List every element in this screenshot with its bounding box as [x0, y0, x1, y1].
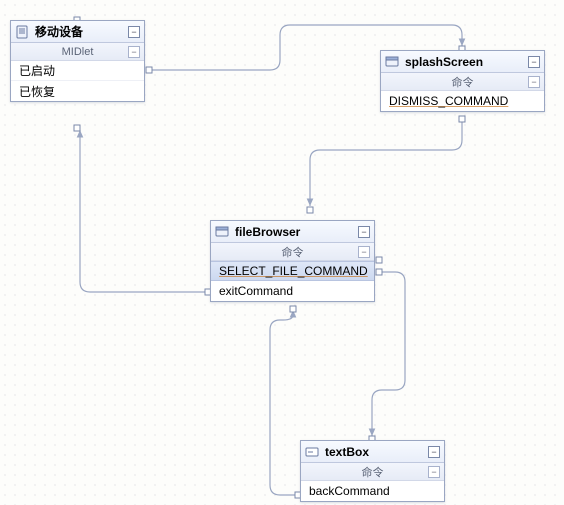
node-title: textBox: [325, 445, 428, 459]
row-label: DISMISS_COMMAND: [389, 94, 508, 108]
collapse-toggle[interactable]: −: [428, 446, 440, 458]
edge-textbox-to-filebrowser: [270, 310, 295, 495]
collapse-toggle[interactable]: −: [428, 466, 440, 478]
node-row[interactable]: exitCommand: [211, 281, 374, 301]
node-title: 移动设备: [35, 23, 128, 40]
collapse-toggle[interactable]: −: [528, 76, 540, 88]
node-header[interactable]: textBox −: [301, 441, 444, 463]
node-splashscreen[interactable]: splashScreen − 命令 − DISMISS_COMMAND: [380, 50, 545, 112]
collapse-toggle[interactable]: −: [358, 226, 370, 238]
node-header[interactable]: splashScreen −: [381, 51, 544, 73]
node-device[interactable]: 移动设备 − MIDlet − 已启动 已恢复: [10, 20, 145, 102]
node-row[interactable]: DISMISS_COMMAND: [381, 91, 544, 111]
node-textbox[interactable]: textBox − 命令 − backCommand: [300, 440, 445, 502]
node-row[interactable]: SELECT_FILE_COMMAND: [211, 261, 374, 281]
port: [74, 125, 80, 131]
edge-filebrowser-to-textbox: [372, 272, 405, 436]
node-row[interactable]: 已恢复: [11, 81, 144, 101]
row-label: 已启动: [19, 62, 55, 79]
node-row[interactable]: 已启动: [11, 61, 144, 81]
row-label: backCommand: [309, 484, 390, 498]
node-header[interactable]: 移动设备 −: [11, 21, 144, 43]
port: [459, 116, 465, 122]
collapse-toggle[interactable]: −: [128, 46, 140, 58]
section-label: 命令: [452, 74, 474, 90]
node-section: 命令 −: [301, 463, 444, 481]
screen-icon: [385, 55, 399, 69]
collapse-toggle[interactable]: −: [358, 246, 370, 258]
section-label: 命令: [362, 464, 384, 480]
edge-filebrowser-to-device: [80, 130, 205, 292]
screen-icon: [215, 225, 229, 239]
collapse-toggle[interactable]: −: [128, 26, 140, 38]
node-section: MIDlet −: [11, 43, 144, 61]
textbox-icon: [305, 445, 319, 459]
node-row[interactable]: backCommand: [301, 481, 444, 501]
node-title: splashScreen: [405, 55, 528, 69]
node-section: 命令 −: [381, 73, 544, 91]
device-icon: [15, 25, 29, 39]
section-label: MIDlet: [62, 46, 94, 58]
port: [307, 207, 313, 213]
port: [290, 306, 296, 312]
node-section: 命令 −: [211, 243, 374, 261]
row-label: exitCommand: [219, 284, 293, 298]
row-label: SELECT_FILE_COMMAND: [219, 264, 368, 278]
row-label: 已恢复: [19, 83, 55, 100]
port: [376, 269, 382, 275]
node-header[interactable]: fileBrowser −: [211, 221, 374, 243]
port: [376, 257, 382, 263]
node-filebrowser[interactable]: fileBrowser − 命令 − SELECT_FILE_COMMAND e…: [210, 220, 375, 302]
collapse-toggle[interactable]: −: [528, 56, 540, 68]
node-title: fileBrowser: [235, 225, 358, 239]
edge-splash-to-filebrowser: [310, 119, 462, 206]
port: [146, 67, 152, 73]
section-label: 命令: [282, 244, 304, 260]
